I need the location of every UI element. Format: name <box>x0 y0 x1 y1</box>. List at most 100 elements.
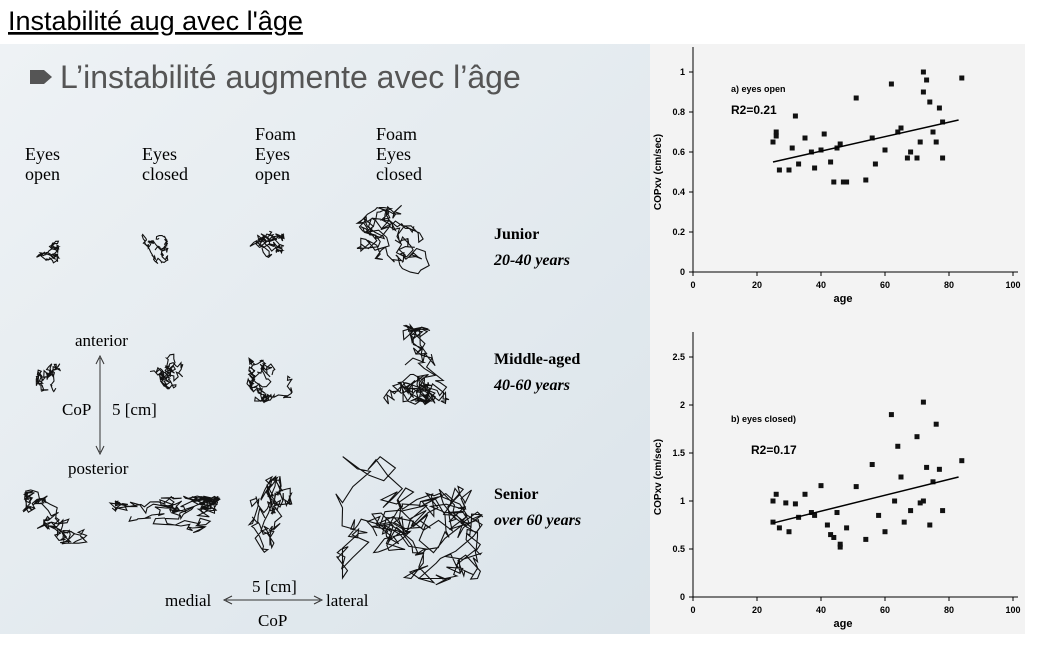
point <box>802 135 808 141</box>
bullet: L’instabilité augmente avec l’âge <box>60 59 521 95</box>
stabilogram <box>22 489 88 545</box>
stabilogram <box>36 240 61 264</box>
point <box>812 512 818 518</box>
y-tick-label: 0.8 <box>672 107 685 117</box>
y-axis-label: COPxv (cm/sec) <box>653 439 664 515</box>
point <box>917 500 923 506</box>
point <box>959 458 965 464</box>
point <box>882 529 888 535</box>
column-label: Eyes <box>25 144 60 164</box>
r2-label: R2=0.21 <box>731 103 777 117</box>
x-axis-label: age <box>834 293 853 305</box>
x-tick-label: 0 <box>690 605 695 615</box>
column-label: open <box>25 164 60 184</box>
row-age: over 60 years <box>494 512 581 529</box>
y-tick-label: 2 <box>680 400 685 410</box>
point <box>904 155 910 161</box>
point <box>869 462 875 468</box>
point <box>920 89 926 95</box>
point <box>844 525 850 531</box>
label-cop: CoP <box>62 400 91 419</box>
point <box>770 519 776 525</box>
fit-line <box>772 476 959 524</box>
point <box>786 529 792 535</box>
point <box>789 145 795 151</box>
y-tick-label: 0.5 <box>672 544 685 554</box>
x-axis-label: age <box>834 618 853 630</box>
point <box>924 77 930 83</box>
point <box>821 131 827 137</box>
x-tick-label: 60 <box>880 280 890 290</box>
fit-line <box>772 119 959 163</box>
point <box>770 139 776 145</box>
point <box>773 133 779 139</box>
y-tick-label: 2.5 <box>672 352 685 362</box>
stabilogram <box>108 495 221 534</box>
stabilogram <box>141 233 169 265</box>
point <box>837 541 843 547</box>
stabilogram <box>35 363 61 393</box>
x-tick-label: 80 <box>944 280 954 290</box>
point <box>773 129 779 135</box>
r2-label: R2=0.17 <box>751 443 797 457</box>
point <box>920 69 926 75</box>
point <box>936 105 942 111</box>
y-tick-label: 0 <box>680 592 685 602</box>
stabilogram <box>355 204 430 275</box>
point <box>863 177 869 183</box>
point <box>802 491 808 497</box>
point <box>936 466 942 472</box>
point <box>898 125 904 131</box>
point <box>773 491 779 497</box>
point <box>940 155 946 161</box>
point <box>837 544 843 550</box>
point <box>920 399 926 405</box>
point <box>831 179 837 185</box>
page-title: Instabilité aug avec l'âge <box>8 6 303 36</box>
row-name: Senior <box>494 486 538 503</box>
row-name: Junior <box>494 226 539 243</box>
point <box>924 464 930 470</box>
y-tick-label: 0.4 <box>672 187 685 197</box>
point <box>818 483 824 489</box>
point <box>770 498 776 504</box>
label-scale: 5 [cm] <box>112 400 157 419</box>
point <box>940 508 946 514</box>
y-tick-label: 0.2 <box>672 227 685 237</box>
row-name: Middle-aged <box>494 351 580 368</box>
column-label: Eyes <box>376 144 411 164</box>
point <box>930 129 936 135</box>
row-age: 40-60 years <box>493 377 570 394</box>
point <box>837 141 843 147</box>
point <box>933 139 939 145</box>
point <box>808 510 814 516</box>
point <box>812 165 818 171</box>
point <box>914 434 920 440</box>
stabilogram <box>383 323 450 406</box>
point <box>783 500 789 506</box>
point <box>927 522 933 528</box>
point <box>792 113 798 119</box>
x-tick-label: 80 <box>944 605 954 615</box>
x-tick-label: 40 <box>816 280 826 290</box>
point <box>933 421 939 427</box>
column-label: closed <box>142 164 188 184</box>
point <box>786 167 792 173</box>
point <box>892 498 898 504</box>
point <box>834 510 840 516</box>
x-tick-label: 100 <box>1005 605 1020 615</box>
point <box>792 501 798 507</box>
point <box>872 161 878 167</box>
point <box>959 75 965 81</box>
point <box>840 179 846 185</box>
point <box>818 147 824 153</box>
row-age: 20-40 years <box>493 252 570 269</box>
stabilogram <box>249 230 285 258</box>
column-label: Foam <box>255 124 296 144</box>
point <box>869 135 875 141</box>
point <box>808 149 814 155</box>
stabilogram <box>149 353 184 390</box>
point <box>853 484 859 490</box>
